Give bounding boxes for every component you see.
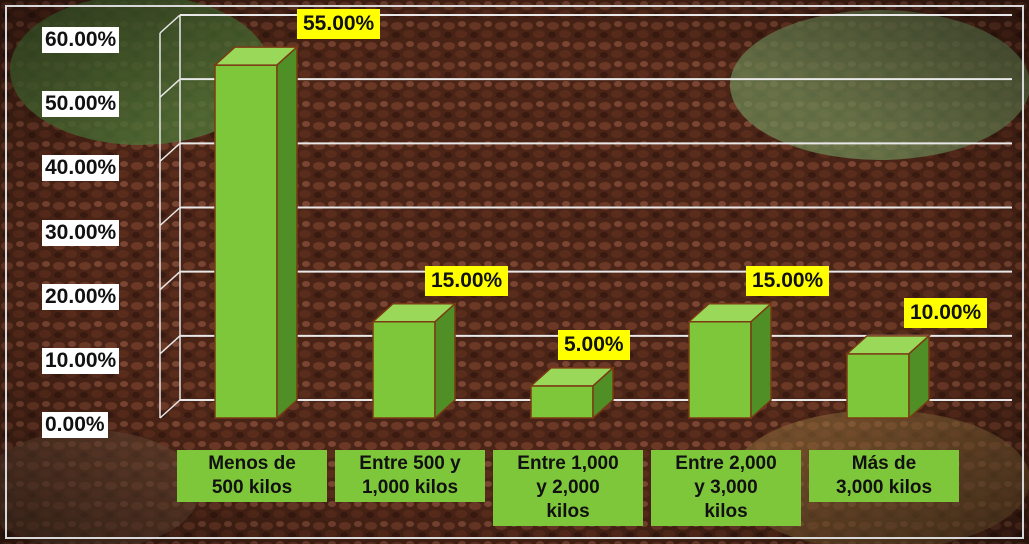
gridline-side <box>159 142 181 162</box>
bars <box>213 45 931 420</box>
gridline-side <box>159 14 181 34</box>
bar-side <box>908 334 930 420</box>
bar-front <box>846 353 910 419</box>
chart-frame <box>5 5 1024 539</box>
bar <box>687 302 773 420</box>
gridline-side <box>159 271 181 291</box>
data-label: 5.00% <box>558 329 630 360</box>
bar <box>529 366 615 420</box>
bar <box>845 334 931 420</box>
bar-side <box>276 45 298 420</box>
category-label: Menos de 500 kilos <box>177 450 327 502</box>
data-label: 55.00% <box>297 9 381 40</box>
bar-front <box>530 385 594 419</box>
bar <box>213 45 299 420</box>
gridline-side <box>159 335 181 355</box>
y-tick-label: 10.00% <box>42 347 120 374</box>
data-label: 15.00% <box>425 265 509 296</box>
y-tick-label: 60.00% <box>42 27 120 53</box>
y-tick-label: 40.00% <box>42 155 120 182</box>
gridline-side <box>159 206 181 227</box>
y-tick-label: 30.00% <box>42 219 120 246</box>
y-tick-label: 20.00% <box>42 283 120 310</box>
y-tick-label: 50.00% <box>42 91 120 118</box>
bar-front <box>372 321 436 419</box>
bar-side <box>750 302 772 420</box>
category-label: Entre 1,000 y 2,000 kilos <box>493 450 643 526</box>
y-tick-label: 0.00% <box>42 412 108 438</box>
gridline-side <box>159 399 181 419</box>
category-label: Más de 3,000 kilos <box>809 450 959 502</box>
bar-side <box>592 366 614 420</box>
category-label: Entre 2,000 y 3,000 kilos <box>651 450 801 526</box>
category-label: Entre 500 y 1,000 kilos <box>335 450 485 502</box>
data-label: 10.00% <box>904 297 988 328</box>
data-label: 15.00% <box>746 265 830 296</box>
bar <box>371 302 457 420</box>
bar-side <box>434 302 456 420</box>
bar-front <box>688 321 752 419</box>
bar-front <box>214 64 278 419</box>
gridline-side <box>159 78 181 98</box>
